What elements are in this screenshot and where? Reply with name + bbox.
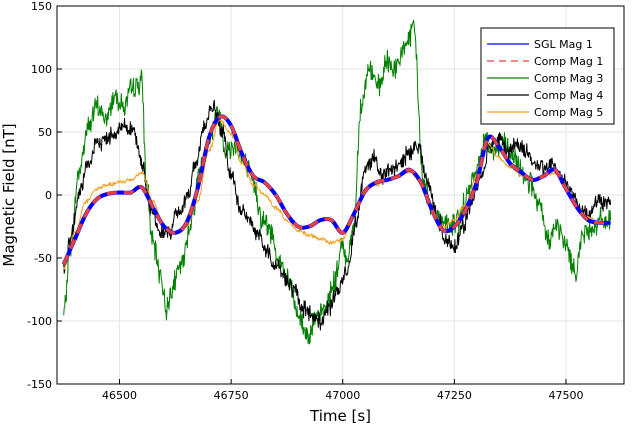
y-tick-label: -150 [27,378,52,391]
x-tick-label: 46750 [214,389,249,402]
series-line-comp-mag-4 [63,99,612,331]
legend: SGL Mag 1 Comp Mag 1 Comp Mag 3 Comp Mag 4 C… [480,27,615,125]
series-line-sgl-mag-1 [61,114,611,266]
series-line-comp-mag-5 [63,119,612,270]
y-tick-label: 150 [31,0,52,13]
ticks: 46500 46750 47000 47250 47500 -150 -100 -50 0 50 1… [27,0,583,402]
y-tick-label: 50 [38,126,52,139]
legend-label: Comp Mag 1 [534,55,603,68]
legend-label: SGL Mag 1 [534,38,593,51]
legend-label: Comp Mag 4 [534,89,603,102]
x-axis-title: Time [s] [309,407,371,425]
x-tick-label: 47500 [548,389,583,402]
y-tick-label: 0 [45,189,52,202]
x-tick-label: 46500 [102,389,137,402]
legend-label: Comp Mag 5 [534,106,603,119]
y-axis-title: Magnetic Field [nT] [0,123,18,266]
x-tick-label: 47000 [325,389,360,402]
x-tick-label: 47250 [437,389,472,402]
y-tick-label: 100 [31,63,52,76]
legend-label: Comp Mag 3 [534,72,603,85]
series-layer [61,19,612,345]
y-tick-label: -50 [34,252,52,265]
y-tick-label: -100 [27,315,52,328]
